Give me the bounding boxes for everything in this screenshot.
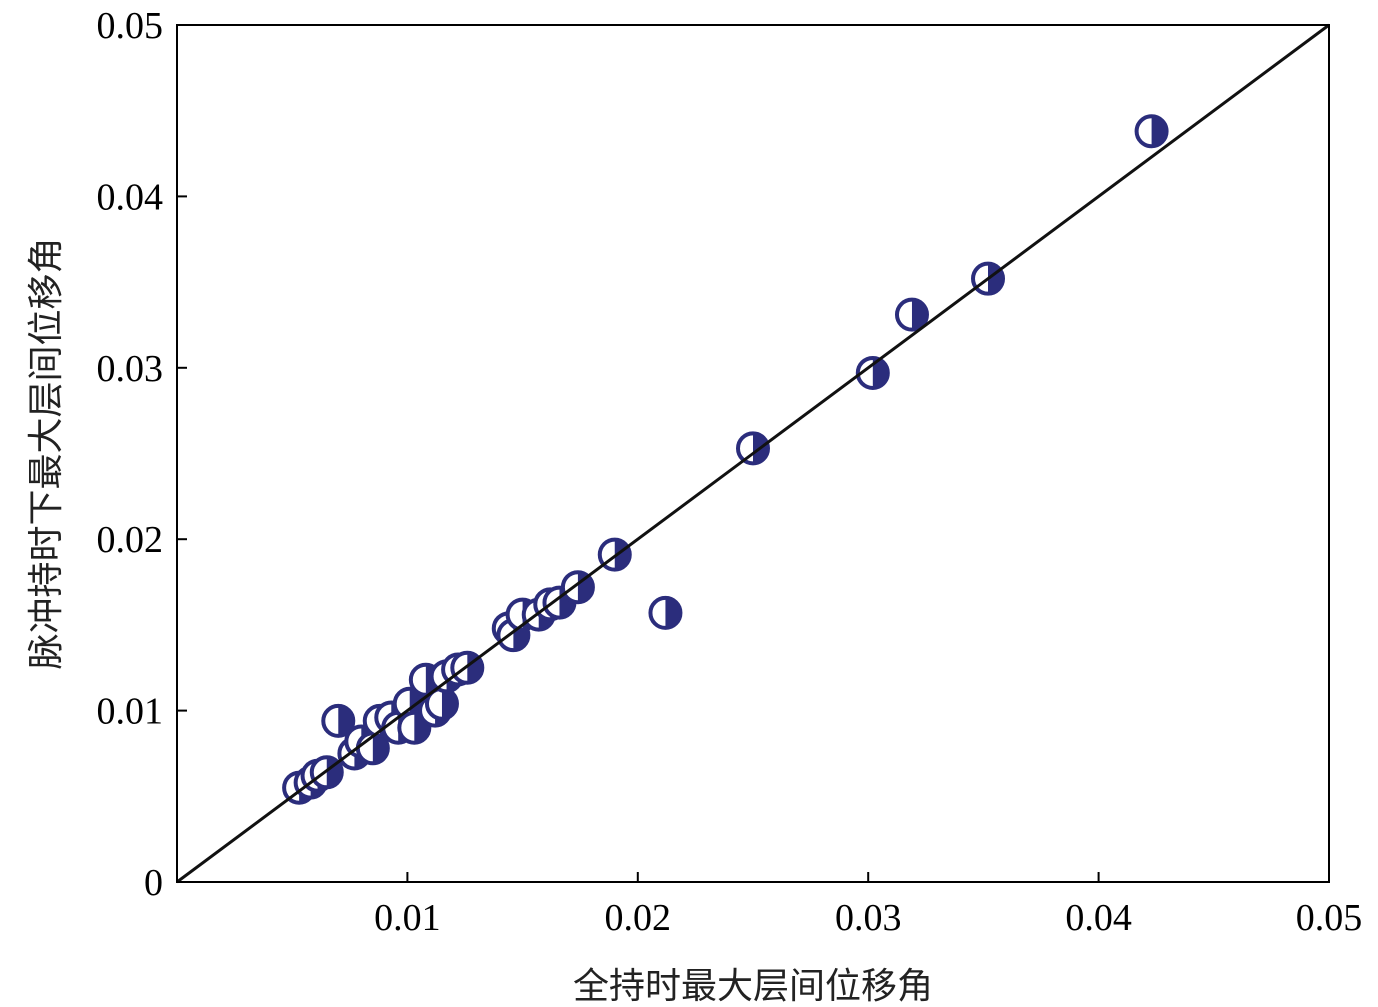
- y-tick-label: 0.05: [97, 5, 164, 47]
- y-tick-label: 0.04: [97, 176, 164, 218]
- y-tick-label: 0.01: [97, 691, 164, 733]
- reference-line-y-equals-x: [176, 23, 1330, 884]
- data-points: [282, 114, 1169, 805]
- data-point: [855, 355, 890, 390]
- data-point: [648, 595, 683, 630]
- y-tick-label: 0.02: [97, 519, 164, 561]
- plot-frame: [176, 24, 1330, 883]
- x-axis-ticks: 0.01 0.02 0.03 0.04 0.05: [374, 872, 1362, 939]
- data-point: [894, 297, 929, 332]
- y-axis-label: 脉冲持时下最大层间位移角: [26, 237, 67, 669]
- y-tick-label: 0: [144, 862, 163, 904]
- x-tick-label: 0.01: [374, 897, 441, 939]
- x-axis-label: 全持时最大层间位移角: [573, 966, 933, 1007]
- data-point: [1134, 114, 1169, 149]
- x-tick-label: 0.02: [605, 897, 672, 939]
- data-point: [321, 703, 356, 738]
- x-tick-label: 0.04: [1065, 897, 1132, 939]
- x-tick-label: 0.03: [835, 897, 902, 939]
- y-axis-ticks: 0 0.01 0.02 0.03 0.04 0.05: [97, 5, 187, 904]
- y-tick-label: 0.03: [97, 348, 164, 390]
- data-point: [736, 431, 770, 466]
- x-tick-label: 0.05: [1296, 897, 1363, 939]
